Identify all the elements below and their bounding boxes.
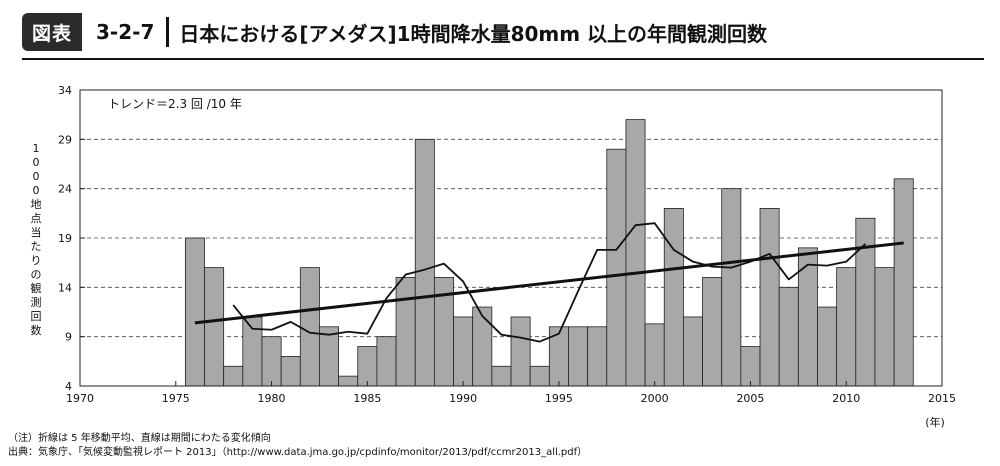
bar [683,316,703,387]
chart: 4 9 14 19 24 29 34 1970 1975 1980 1985 1990 1995 200… [31,84,957,429]
y-tick-label: 19 [58,232,72,245]
bar [587,326,608,387]
x-tick-label: 1975 [162,392,190,405]
note-text: （注）折線は 5 年移動平均、直線は期間にわたる変化傾向 [8,433,271,444]
y-axis-label-char: た [31,240,42,253]
bar [280,355,301,387]
bars [184,119,914,387]
header-rule [22,58,984,60]
bar [855,217,876,387]
bar [702,277,723,387]
y-axis-label-char: 地 [31,198,42,211]
trend-line [194,241,904,325]
y-ticks: 4 9 14 19 24 29 34 [58,84,85,393]
x-tick-label: 2010 [832,392,860,405]
bar [261,336,282,387]
x-axis-label: (年) [925,415,945,429]
header-divider [166,17,170,47]
x-ticks: 1970 1975 1980 1985 1990 1995 2000 2005 2010 2015 [66,381,956,405]
y-tick-label: 34 [58,84,72,97]
bar [606,148,627,387]
bar [759,207,780,387]
bar [223,365,244,387]
bar [299,267,320,387]
y-axis-label-char: の [31,268,42,281]
y-axis-label-char: 0 [33,170,40,183]
bar [510,316,531,387]
y-axis-label-char: 1 [33,142,40,155]
figure-number: 3-2-7 [96,20,155,44]
bar [644,323,665,387]
bar [874,267,895,387]
bar [491,365,512,387]
y-axis-label-char: 数 [31,324,42,337]
bar [184,237,205,387]
bar [414,138,435,387]
y-tick-label: 24 [58,183,72,196]
y-axis-label-char: 測 [31,295,42,309]
bar [242,316,263,387]
bar [204,267,225,387]
bar [529,365,550,387]
y-axis-label-char: 回 [31,310,42,323]
bar [836,267,857,387]
y-axis-label-char: 観 [31,281,42,295]
y-axis-label-char: り [31,254,42,267]
y-tick-label: 4 [65,380,72,393]
x-tick-label: 1995 [545,392,573,405]
y-axis-label-char: 0 [33,184,40,197]
bar [817,306,838,387]
trend-annotation: トレンド＝2.3 回 /10 年 [108,97,242,111]
y-tick-label: 9 [65,331,72,344]
y-axis-label-char: 点 [31,212,42,225]
bar [778,286,799,387]
bar [453,316,474,387]
y-tick-label: 14 [58,281,72,294]
figure-header: 図表 3-2-7 日本における[アメダス]1時間降水量80mm 以上の年間観測回… [22,12,767,52]
x-tick-label: 2000 [641,392,669,405]
bar [376,336,397,387]
bar [395,277,416,387]
bar [568,326,589,387]
notes: （注）折線は 5 年移動平均、直線は期間にわたる変化傾向 出典：気象庁、「気候変… [8,432,587,460]
source-text: 出典：気象庁、「気候変動監視レポート 2013」（http://www.data… [8,447,588,458]
bar [893,178,914,387]
x-tick-label: 1985 [353,392,381,405]
bar [721,188,742,387]
x-tick-label: 1970 [66,392,94,405]
x-tick-label: 2005 [736,392,764,405]
bar [740,346,761,387]
bar [625,119,646,387]
x-tick-label: 1990 [449,392,477,405]
bar [663,207,684,387]
bar [357,346,378,387]
figure-title: 日本における[アメダス]1時間降水量80mm 以上の年間観測回数 [179,21,768,46]
bar [338,375,359,387]
bar [319,326,340,387]
bar [472,306,493,387]
y-tick-label: 29 [58,133,72,146]
lines [194,222,904,343]
x-tick-label: 2015 [928,392,956,405]
x-tick-label: 1980 [258,392,286,405]
y-axis-label-char: 0 [33,156,40,169]
figure-badge: 図表 [22,13,83,51]
bar [797,247,818,387]
y-axis-label-char: 当 [31,225,42,239]
